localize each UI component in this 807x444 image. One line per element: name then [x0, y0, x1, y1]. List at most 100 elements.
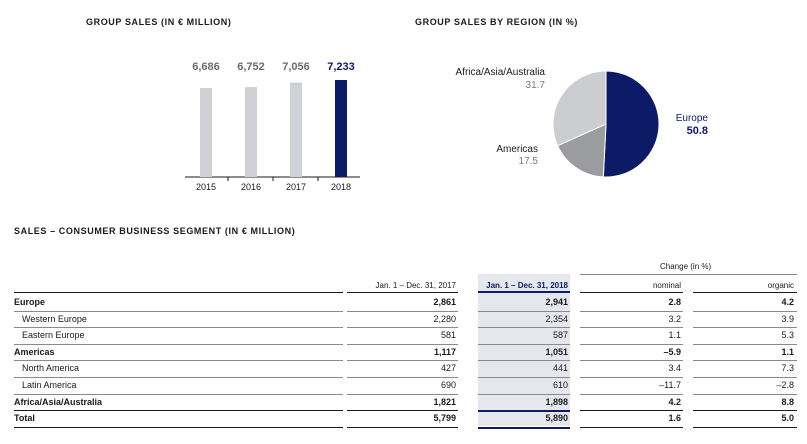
- row-rule: [580, 344, 683, 345]
- bar-2016: [245, 87, 257, 177]
- group-sales-heading: GROUP SALES (IN € MILLION): [86, 17, 232, 27]
- row-rule: [693, 360, 797, 361]
- table-cell: 3.4: [668, 363, 681, 374]
- table-cell: 8.8: [781, 396, 794, 407]
- row-rule: [478, 427, 570, 429]
- row-rule: [693, 394, 797, 395]
- table-cell: 2,861: [433, 297, 456, 307]
- row-rule: [478, 377, 570, 378]
- bar-value-label: 7,056: [282, 61, 310, 73]
- change-header: Change (in %): [660, 262, 712, 271]
- x-tick-label: 2018: [331, 182, 351, 192]
- column-2018-highlight: [478, 274, 570, 426]
- sales-by-region-heading: GROUP SALES BY REGION (IN %): [415, 17, 578, 27]
- table-cell: 3.2: [668, 313, 681, 324]
- bar-value-label: 6,752: [237, 61, 265, 73]
- table-row-label: Europe: [14, 297, 46, 307]
- row-rule: [580, 327, 683, 328]
- x-tick-label: 2017: [286, 182, 306, 192]
- table-cell: 4.2: [781, 297, 794, 307]
- table-cell: 1.6: [668, 413, 681, 424]
- row-rule: [693, 427, 797, 428]
- header-rule-nominal: [580, 292, 683, 293]
- pie-slice-value: 31.7: [526, 80, 546, 91]
- row-rule: [478, 311, 570, 312]
- pie-slice-africa-asia-australia: [552, 70, 607, 147]
- row-rule: [478, 344, 570, 345]
- bar-2015: [200, 88, 212, 177]
- table-cell: 1,898: [545, 396, 568, 407]
- consumer-segment-heading: SALES – CONSUMER BUSINESS SEGMENT (IN € …: [14, 226, 296, 236]
- table-row-label: Africa/Asia/Australia: [14, 396, 103, 407]
- table-cell: 1.1: [668, 330, 681, 341]
- row-rule: [478, 394, 570, 395]
- pie-slice-value: 50.8: [687, 125, 708, 137]
- row-rule: [478, 410, 570, 412]
- row-rule: [14, 327, 343, 328]
- header-rule-2017: [347, 292, 458, 293]
- x-tick-label: 2015: [196, 182, 216, 192]
- table-cell: 5,890: [545, 413, 568, 424]
- table-cell: 690: [440, 380, 456, 390]
- row-rule: [347, 410, 458, 411]
- row-rule: [693, 377, 797, 378]
- row-rule: [693, 327, 797, 328]
- table-cell: 5.3: [781, 330, 794, 341]
- row-rule: [14, 360, 343, 361]
- pie-slice-name: Africa/Asia/Australia: [456, 67, 546, 78]
- table-cell: –5.9: [663, 346, 681, 357]
- column-header-2018: Jan. 1 – Dec. 31, 2018: [486, 281, 568, 290]
- table-cell: 581: [440, 330, 456, 341]
- row-rule: [14, 427, 343, 428]
- table-cell: 2,280: [433, 313, 456, 324]
- row-rule: [478, 327, 570, 328]
- table-cell: 7.3: [781, 363, 794, 374]
- table-cell: 587: [552, 330, 568, 341]
- column-header-nominal: nominal: [652, 281, 681, 290]
- table-cell: 3.9: [781, 313, 794, 324]
- table-row-label: Latin America: [22, 380, 77, 390]
- column-header-organic: organic: [767, 281, 794, 290]
- row-rule: [347, 377, 458, 378]
- pie-slice-name: Europe: [676, 113, 709, 124]
- row-rule: [580, 394, 683, 395]
- row-rule: [14, 394, 343, 395]
- table-row-label: North America: [22, 363, 80, 374]
- table-row-label: Total: [14, 413, 35, 424]
- row-rule: [347, 394, 458, 395]
- row-rule: [14, 344, 343, 345]
- table-cell: 610: [552, 380, 568, 390]
- table-cell: 1.1: [781, 346, 794, 357]
- table-cell: 1,821: [433, 396, 456, 407]
- row-rule: [347, 427, 458, 428]
- table-cell: 2,354: [545, 313, 568, 324]
- row-rule: [580, 311, 683, 312]
- row-rule: [347, 360, 458, 361]
- table-cell: 1,117: [433, 346, 456, 357]
- column-header-2017: Jan. 1 – Dec. 31, 2017: [375, 281, 457, 290]
- table-cell: 1,051: [545, 346, 568, 357]
- group-sales-bar-chart: 6,686 2015 6,752 2016 7,056 2017 7,233 2018: [185, 61, 360, 192]
- bar-value-label: 6,686: [192, 61, 220, 73]
- row-rule: [693, 410, 797, 411]
- row-rule: [14, 311, 343, 312]
- x-tick-label: 2016: [241, 182, 261, 192]
- table-cell: –11.7: [659, 380, 681, 390]
- table-cell: 2.8: [668, 297, 681, 307]
- row-rule: [693, 311, 797, 312]
- pie-slice-americas: [556, 123, 607, 178]
- bar-2017: [290, 82, 302, 177]
- table-row-label: Eastern Europe: [22, 330, 85, 341]
- table-row-label: Americas: [14, 346, 55, 357]
- header-rule-2018: [478, 291, 570, 293]
- row-rule: [478, 360, 570, 361]
- row-rule: [580, 427, 683, 428]
- table-cell: 441: [552, 363, 568, 374]
- pie-slice-value: 17.5: [519, 156, 539, 167]
- change-header-rule: [580, 274, 797, 275]
- pie-slice-name: Americas: [496, 144, 538, 155]
- row-rule: [347, 311, 458, 312]
- table-cell: –2.8: [776, 380, 794, 390]
